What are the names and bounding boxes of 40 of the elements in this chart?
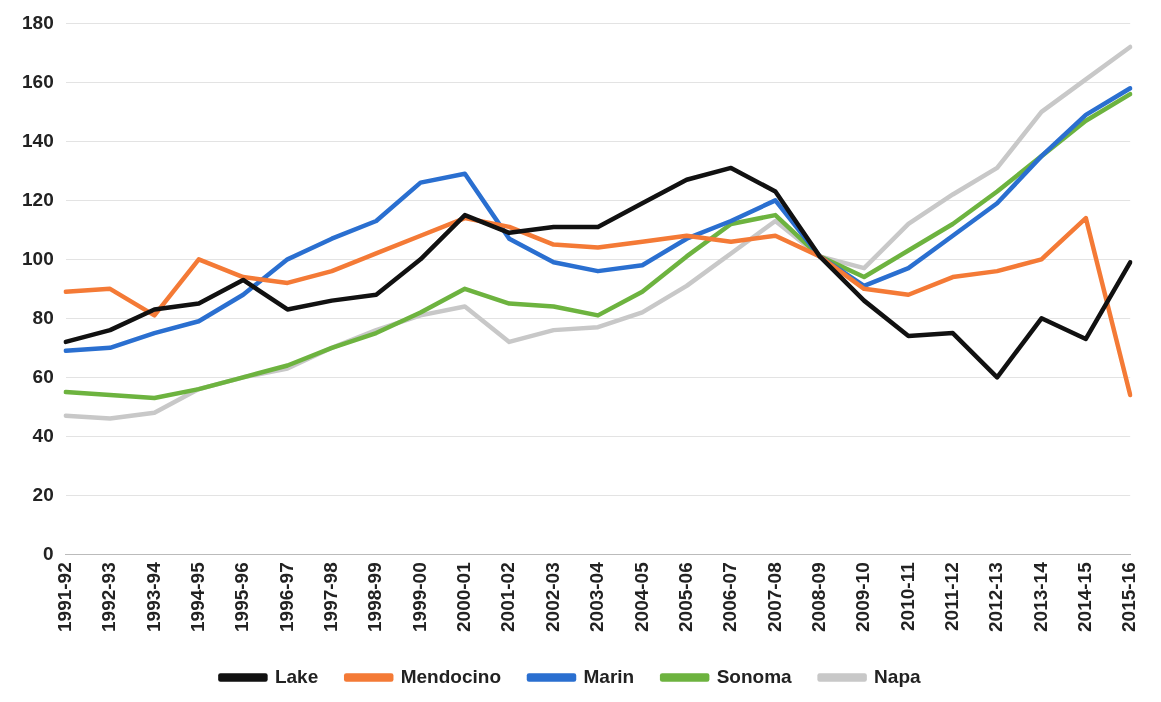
legend-label: Sonoma [716,665,793,687]
x-tick-label: 2009-10 [852,562,874,633]
y-tick-label: 140 [22,129,54,151]
x-tick-label: 2003-04 [586,561,608,633]
y-tick-label: 20 [32,483,54,505]
x-tick-label: 1993-94 [142,561,164,633]
y-tick-label: 0 [43,542,54,564]
x-tick-label: 2015-16 [1118,562,1140,633]
x-tick-label: 1994-95 [187,561,208,633]
legend-label: Marin [583,665,635,687]
x-tick-label: 1998-99 [364,562,386,633]
x-tick-label: 2007-08 [763,562,785,633]
x-tick-label: 2002-03 [541,562,563,633]
x-tick-label: 1997-98 [320,562,342,633]
y-tick-label: 160 [22,70,54,92]
y-tick-label: 180 [22,11,54,33]
x-tick-label: 1996-97 [275,562,297,633]
x-tick-label: 2012-13 [985,562,1007,633]
y-tick-label: 120 [22,188,54,210]
legend-label: Mendocino [400,665,502,687]
x-tick-label: 2006-07 [719,562,741,633]
x-tick-label: 2005-06 [674,562,696,633]
y-tick-label: 80 [32,306,54,328]
x-tick-label: 2014-15 [1074,561,1096,633]
y-tick-label: 100 [22,247,54,269]
legend-label: Lake [274,665,319,687]
x-tick-label: 2010-11 [896,561,918,631]
legend-label: Napa [874,665,922,687]
x-tick-label: 2013-14 [1029,561,1051,633]
x-tick-label: 2011-12 [941,562,963,631]
x-tick-label: 2008-09 [807,562,829,633]
x-tick-label: 1999-00 [408,562,430,633]
x-tick-label: 2000-01 [453,561,475,633]
x-tick-label: 2001-02 [497,562,519,633]
y-tick-label: 40 [32,424,54,446]
y-tick-label: 60 [32,365,54,387]
x-tick-label: 1995-96 [231,562,253,633]
x-tick-label: 1992-93 [98,562,120,633]
x-tick-label: 2004-05 [630,561,652,633]
x-tick-label: 1991-92 [53,562,75,633]
